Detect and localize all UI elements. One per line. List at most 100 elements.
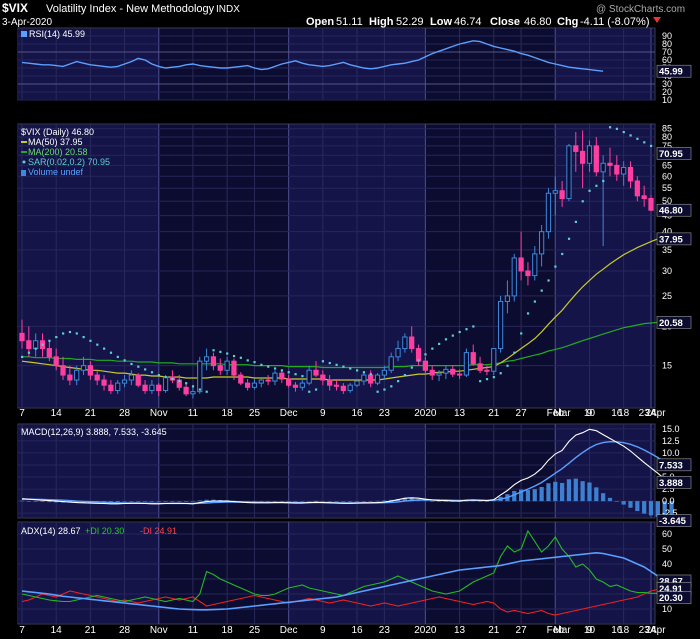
x-axis-label: 18	[618, 408, 630, 419]
ma50-value-flag: 37.95	[656, 232, 692, 246]
price-legend-vix: $VIX (Daily) 46.80	[21, 127, 94, 137]
price-tick-label: 80	[662, 132, 672, 142]
x-axis-label: 18	[222, 625, 234, 636]
candle-body	[320, 374, 326, 381]
sar-dot	[444, 338, 448, 341]
ma50-value-flag-box	[656, 232, 692, 246]
sar-dot	[314, 388, 318, 391]
x-axis-label: Apr	[650, 408, 666, 419]
histogram-value-flag: -3.645	[656, 514, 692, 527]
x-axis-label: 16	[611, 625, 623, 636]
histogram-value-flag-box	[656, 514, 692, 527]
ma200-value-flag-box	[656, 316, 692, 329]
x-axis-label: 23	[379, 625, 391, 636]
x-axis-label: Dec	[280, 408, 298, 419]
candle-body	[559, 190, 565, 200]
candle-body	[415, 348, 422, 362]
macd-histogram-bar	[382, 500, 387, 502]
candle-body	[238, 374, 244, 384]
macd-histogram-bar	[149, 501, 155, 502]
rsi-plot	[21, 40, 604, 72]
sar-dot	[458, 330, 461, 334]
adx-legend-minus-di: -DI 24.91	[140, 526, 177, 536]
candle-body	[74, 369, 80, 381]
macd-histogram-bar	[142, 501, 148, 502]
macd-histogram-bar	[26, 501, 31, 502]
macd-histogram-bar	[553, 481, 558, 502]
macd-value-flag-text: 3.888	[659, 478, 683, 489]
sar-dot	[492, 376, 495, 379]
sar-dot	[581, 200, 584, 203]
candle-body	[614, 164, 620, 175]
rsi-value-flag: 45.99	[656, 64, 692, 78]
x-axis-label: 23	[379, 408, 391, 419]
sar-dot	[356, 369, 359, 372]
sar-dot	[82, 335, 85, 339]
adx-plot	[21, 529, 672, 616]
sar-dot	[75, 332, 78, 335]
candle-body	[436, 372, 442, 376]
macd-histogram-bar	[430, 501, 435, 502]
candle-body	[361, 374, 367, 382]
candle-body	[313, 369, 319, 376]
candle-body	[504, 295, 511, 302]
candle-body	[265, 379, 271, 382]
sar-dot	[171, 378, 174, 381]
macd-histogram-bar	[546, 483, 551, 502]
sar-legend-swatch	[22, 160, 26, 164]
macd-histogram-bar	[19, 500, 25, 502]
sar-dot	[280, 369, 284, 372]
rsi-tick-label: 80	[662, 39, 672, 49]
sar-dot	[485, 378, 489, 381]
open-value: 51.11	[336, 16, 363, 28]
candle-body	[197, 360, 203, 393]
candle-body	[26, 340, 32, 350]
x-axis-label: 23	[639, 625, 651, 636]
rsi-line	[21, 40, 604, 72]
candle-body	[176, 379, 182, 388]
candle-body	[217, 365, 223, 371]
x-axis-label: 21	[488, 408, 500, 419]
sar-dot	[191, 385, 195, 388]
sar-dot	[451, 334, 454, 337]
macd-histogram-bar	[628, 501, 633, 508]
x-axis-label: 10	[584, 625, 596, 636]
candle-body	[53, 356, 59, 367]
sar-dot	[185, 382, 188, 385]
candle-body	[108, 384, 114, 392]
candle-body	[183, 386, 189, 395]
sar-dot	[479, 380, 482, 383]
macd-histogram-bar	[539, 486, 544, 502]
macd-histogram-bar	[177, 501, 182, 502]
sar-dot	[554, 265, 557, 268]
histogram-value-flag-text: -3.645	[659, 516, 687, 527]
x-axis-label: 13	[454, 625, 466, 636]
macd-histogram-bar	[211, 499, 216, 502]
price-tick-label: 55	[662, 183, 672, 193]
sar-dot	[219, 350, 222, 353]
candle-body	[115, 382, 121, 392]
sar-dot	[21, 355, 24, 359]
macd-histogram-bar	[443, 501, 449, 502]
macd-histogram-bar	[361, 500, 366, 502]
price-tick-label: 40	[662, 227, 672, 237]
macd-histogram-bar	[307, 501, 312, 502]
x-axis-label: 18	[618, 625, 630, 636]
candle-body	[19, 332, 25, 342]
price-tick-label: 25	[662, 291, 672, 301]
adx-month-band	[555, 523, 651, 623]
x-axis-label: 16	[351, 408, 363, 419]
candle-body	[279, 372, 285, 380]
x-axis-label: 7	[19, 625, 25, 636]
macd-legend-text: MACD(12,26,9) 3.888, 7.533, -3.645	[21, 427, 167, 437]
adx-line	[21, 551, 672, 611]
sar-dot	[89, 339, 92, 342]
macd-histogram-bar	[354, 501, 360, 502]
macd-histogram-bar	[389, 499, 394, 502]
index-name: Volatility Index - New Methodology	[46, 3, 215, 15]
plus-di-value-flag-text: 20.30	[659, 593, 683, 604]
candle-body	[518, 257, 524, 272]
candle-body	[210, 356, 217, 367]
watermark: @ StockCharts.com	[596, 4, 685, 15]
